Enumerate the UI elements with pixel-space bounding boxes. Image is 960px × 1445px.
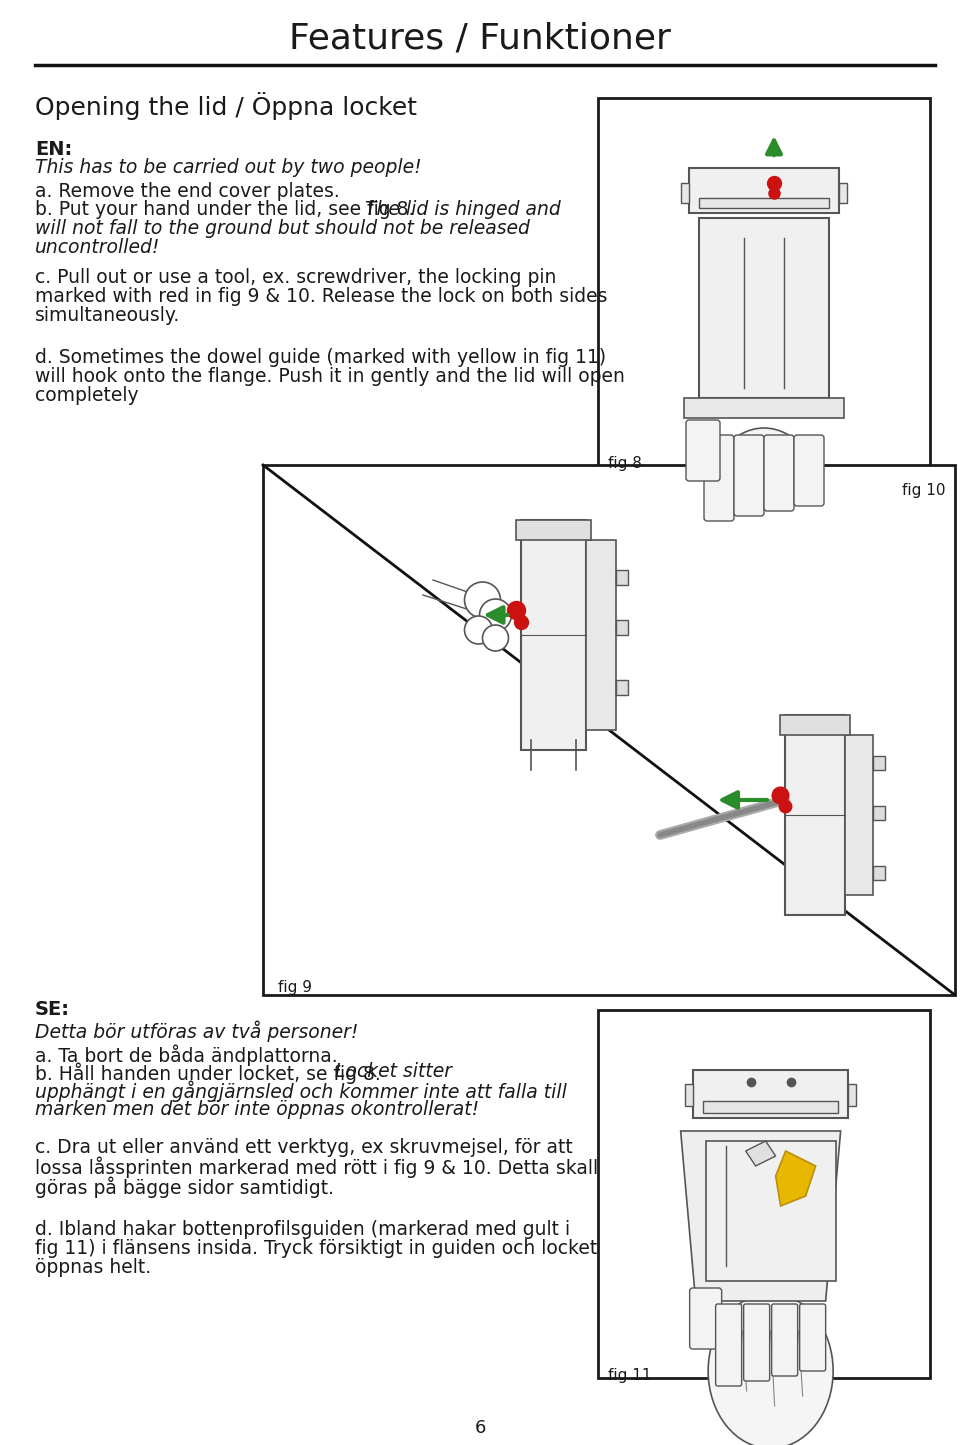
Text: marked with red in fig 9 & 10. Release the lock on both sides: marked with red in fig 9 & 10. Release t… <box>35 288 608 306</box>
FancyBboxPatch shape <box>686 420 720 481</box>
Text: uncontrolled!: uncontrolled! <box>35 238 160 257</box>
Circle shape <box>483 626 509 652</box>
Text: fig 8: fig 8 <box>608 457 642 471</box>
FancyBboxPatch shape <box>794 435 824 506</box>
Text: a. Remove the end cover plates.: a. Remove the end cover plates. <box>35 182 340 201</box>
Bar <box>693 1069 848 1118</box>
Text: d. Ibland hakar bottenprofilsguiden (markerad med gult i: d. Ibland hakar bottenprofilsguiden (mar… <box>35 1220 570 1238</box>
Text: completely: completely <box>35 386 138 405</box>
Text: c. Dra ut eller använd ett verktyg, ex skruvmejsel, för att: c. Dra ut eller använd ett verktyg, ex s… <box>35 1139 573 1157</box>
Bar <box>520 520 586 750</box>
Bar <box>839 184 847 202</box>
Circle shape <box>465 582 500 618</box>
Text: Locket sitter: Locket sitter <box>335 1062 452 1081</box>
Text: will hook onto the flange. Push it in gently and the lid will open: will hook onto the flange. Push it in ge… <box>35 367 625 386</box>
Text: fig 9: fig 9 <box>278 980 312 996</box>
FancyBboxPatch shape <box>744 1303 770 1381</box>
FancyBboxPatch shape <box>734 435 764 516</box>
Text: This has to be carried out by two people!: This has to be carried out by two people… <box>35 158 421 176</box>
Bar <box>263 465 955 996</box>
Text: lossa låssprinten markerad med rött i fig 9 & 10. Detta skall: lossa låssprinten markerad med rött i fi… <box>35 1157 598 1179</box>
Text: SE:: SE: <box>35 1000 70 1019</box>
Text: EN:: EN: <box>35 140 72 159</box>
Bar <box>598 1010 930 1379</box>
Bar <box>785 715 845 915</box>
Bar <box>848 1084 856 1105</box>
Text: marken men det bör inte öppnas okontrollerat!: marken men det bör inte öppnas okontroll… <box>35 1100 479 1118</box>
Circle shape <box>479 600 512 631</box>
FancyBboxPatch shape <box>772 1303 798 1376</box>
Bar <box>845 736 873 894</box>
Ellipse shape <box>708 1293 833 1445</box>
Text: göras på bägge sidor samtidigt.: göras på bägge sidor samtidigt. <box>35 1176 334 1198</box>
Text: fig 11) i flänsens insida. Tryck försiktigt in guiden och locket: fig 11) i flänsens insida. Tryck försikt… <box>35 1238 597 1259</box>
Bar <box>873 866 885 880</box>
Bar <box>699 218 829 397</box>
Text: b. Håll handen under locket, se fig 8.: b. Håll handen under locket, se fig 8. <box>35 1062 387 1084</box>
Bar <box>615 620 628 634</box>
FancyBboxPatch shape <box>715 1303 742 1386</box>
Text: d. Sometimes the dowel guide (marked with yellow in fig 11): d. Sometimes the dowel guide (marked wit… <box>35 348 606 367</box>
Text: fig 11: fig 11 <box>608 1368 652 1383</box>
Bar <box>586 540 615 730</box>
Text: Features / Funktioner: Features / Funktioner <box>289 22 671 55</box>
FancyBboxPatch shape <box>704 435 734 522</box>
Bar <box>780 715 850 736</box>
Bar <box>703 1101 838 1113</box>
Text: The lid is hinged and: The lid is hinged and <box>365 199 561 220</box>
Text: Opening the lid / Öppna locket: Opening the lid / Öppna locket <box>35 92 417 120</box>
Polygon shape <box>681 1131 841 1300</box>
Text: simultaneously.: simultaneously. <box>35 306 180 325</box>
Bar <box>689 168 839 212</box>
FancyBboxPatch shape <box>764 435 794 512</box>
Text: upphängt i en gångjärnsled och kommer inte att falla till: upphängt i en gångjärnsled och kommer in… <box>35 1081 566 1103</box>
Text: a. Ta bort de båda ändplattorna.: a. Ta bort de båda ändplattorna. <box>35 1043 338 1065</box>
Bar <box>684 397 844 418</box>
Text: c. Pull out or use a tool, ex. screwdriver, the locking pin: c. Pull out or use a tool, ex. screwdriv… <box>35 267 557 288</box>
Bar <box>706 1142 835 1282</box>
Bar <box>873 806 885 819</box>
Polygon shape <box>776 1152 816 1207</box>
Bar <box>685 1084 693 1105</box>
Circle shape <box>465 616 492 644</box>
Text: öppnas helt.: öppnas helt. <box>35 1259 151 1277</box>
Bar <box>598 98 930 465</box>
Text: Detta bör utföras av två personer!: Detta bör utföras av två personer! <box>35 1020 358 1042</box>
Text: 6: 6 <box>474 1419 486 1436</box>
Text: b. Put your hand under the lid, see fig 8.: b. Put your hand under the lid, see fig … <box>35 199 420 220</box>
Bar <box>615 681 628 695</box>
Bar <box>699 198 829 208</box>
Bar <box>516 520 590 540</box>
Polygon shape <box>746 1142 776 1166</box>
Ellipse shape <box>704 428 824 588</box>
Bar <box>681 184 689 202</box>
Text: will not fall to the ground but should not be released: will not fall to the ground but should n… <box>35 220 530 238</box>
FancyBboxPatch shape <box>689 1287 722 1350</box>
Text: fig 10: fig 10 <box>901 483 945 499</box>
FancyBboxPatch shape <box>800 1303 826 1371</box>
Bar <box>873 756 885 770</box>
Bar <box>615 569 628 585</box>
